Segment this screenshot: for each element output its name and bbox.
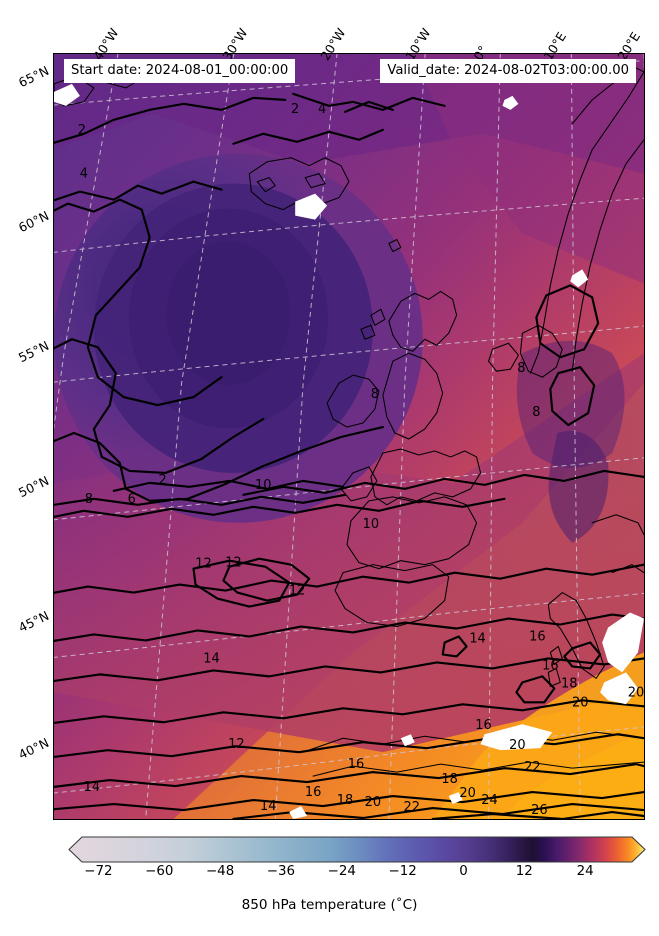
contour-label-2: 2 [78, 123, 86, 138]
latitude-tick-4: 45°N [16, 607, 52, 636]
colorbar-tick-3: −36 [266, 864, 296, 879]
colorbar-tick-4: −24 [327, 864, 356, 879]
contour-label-1: 4 [318, 102, 326, 117]
map-axes[interactable]: 2 4 2 4 8 8 8 2 8 6 10 10 12 12 12 14 14 16 16 18 20 20 12 16 20… [53, 53, 645, 820]
contour-label-23: 16 [475, 718, 491, 733]
contour-label-24: 20 [509, 738, 525, 753]
colorbar-tick-0: −72 [84, 864, 113, 879]
valid-date-annotation: Valid_date: 2024-08-02T03:00:00.00 [380, 59, 636, 84]
colorbar-tick-2: −48 [205, 864, 235, 879]
contour-label-33: 22 [404, 800, 420, 815]
colorbar-title: 850 hPa temperature (˚C) [241, 897, 418, 913]
contour-label-16: 14 [469, 631, 485, 646]
contour-label-19: 18 [561, 676, 577, 691]
contour-label-17: 16 [529, 629, 545, 644]
contour-label-9: 6 [128, 492, 136, 507]
contour-label-15: 14 [203, 651, 219, 666]
contour-label-0: 2 [291, 102, 299, 117]
contour-label-26: 16 [348, 757, 364, 772]
start-date-annotation: Start date: 2024-08-01_00:00:00 [64, 59, 296, 84]
contour-label-28: 22 [524, 760, 540, 775]
contour-label-6: 8 [532, 405, 540, 420]
latitude-tick-3: 50°N [16, 472, 52, 501]
contour-label-7: 2 [159, 473, 167, 488]
contour-label-25: 14 [84, 780, 100, 795]
contour-label-36: 26 [531, 803, 547, 818]
colorbar-tick-5: −12 [388, 864, 417, 879]
latitude-tick-0: 65°N [16, 62, 52, 91]
colorbar-tick-8: 24 [576, 864, 594, 879]
contour-label-5: 8 [371, 387, 379, 402]
contour-label-10: 10 [255, 478, 271, 493]
contour-label-21: 20 [628, 685, 644, 700]
colorbar-tick-1: −60 [145, 864, 174, 879]
contour-label-32: 20 [365, 795, 381, 810]
contour-label-35: 24 [481, 793, 497, 808]
contour-label-11: 10 [363, 517, 379, 532]
contour-label-20: 20 [572, 695, 588, 710]
contour-label-8: 8 [85, 492, 93, 507]
contour-label-14: 12 [289, 584, 305, 599]
colorbar[interactable]: −72 −60 −48 −36 −24 −12 0 12 24 [68, 836, 646, 879]
contour-label-31: 18 [337, 793, 353, 808]
contour-label-12: 12 [195, 557, 211, 572]
colorbar-tick-7: 12 [515, 864, 533, 879]
contour-label-22: 12 [228, 737, 244, 752]
latitude-tick-5: 40°N [16, 734, 52, 763]
latitude-tick-2: 55°N [16, 337, 52, 366]
latitude-tick-1: 60°N [16, 207, 52, 236]
contour-label-3: 4 [80, 167, 88, 182]
colorbar-tick-6: 0 [459, 864, 468, 879]
contour-label-27: 18 [441, 772, 457, 787]
contour-label-30: 16 [305, 785, 321, 800]
contour-label-4: 8 [517, 361, 525, 376]
contour-label-29: 14 [260, 799, 276, 814]
contour-label-18: 16 [542, 658, 558, 673]
contour-label-13: 12 [225, 556, 241, 571]
colorbar-gradient [68, 836, 646, 863]
contour-label-34: 20 [459, 786, 475, 801]
